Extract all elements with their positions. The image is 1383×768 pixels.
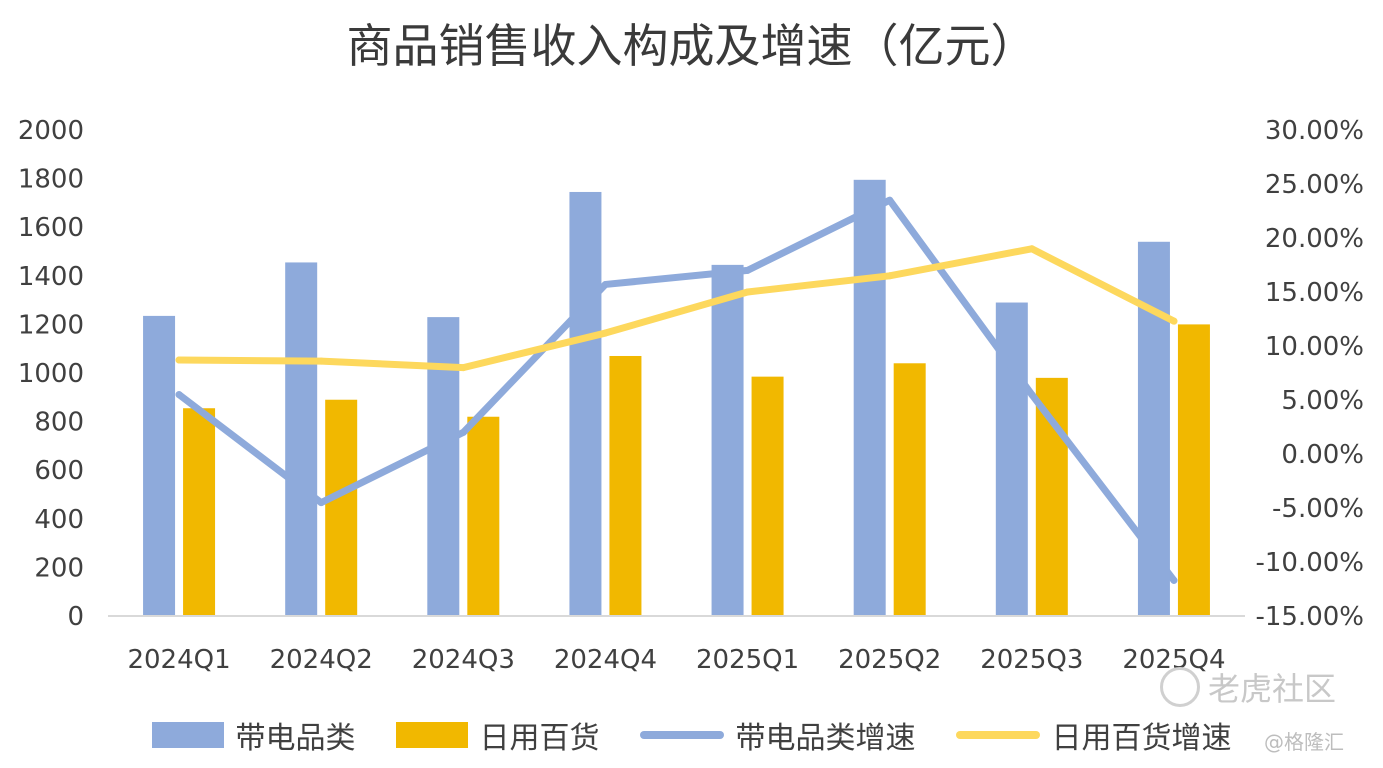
bar-2-2024Q2[interactable] [325,399,358,616]
chart-title: 商品销售收入构成及增速（亿元） [346,19,1037,73]
left-axis-tick-label: 0 [67,602,84,632]
right-axis-tick-label: 30.00% [1265,116,1364,146]
x-axis-tick-label: 2025Q3 [980,645,1083,675]
tiger-community-watermark: 老虎社区 [1160,664,1336,710]
bar-2-2025Q3[interactable] [1035,377,1068,616]
left-axis-tick-label: 1000 [18,359,84,389]
bar-2-2025Q2[interactable] [893,363,926,616]
legend-label-line-2: 日用百货增速 [1051,721,1232,756]
right-axis-tick-label: 0.00% [1281,440,1364,470]
legend-item-line-1[interactable]: 带电品类增速 [639,713,916,757]
bar-1-2024Q2[interactable] [285,262,318,616]
right-axis-tick-label: -15.00% [1255,602,1364,632]
left-axis-tick-label: 200 [34,553,84,583]
legend-item-bar-1[interactable]: 带电品类 [151,713,356,757]
left-axis-tick-label: 2000 [18,116,84,146]
legend-label-bar-1: 带电品类 [235,721,356,756]
line-1-point-2025Q3[interactable] [1028,391,1036,399]
bar-1-2024Q1[interactable] [143,315,176,616]
line-2-point-2025Q2[interactable] [886,272,894,280]
line-series [175,196,1178,584]
left-axis-tick-label: 1800 [18,165,84,195]
line-series-2[interactable] [175,245,1178,372]
bar-2-2024Q4[interactable] [609,355,642,616]
legend: 带电品类 日用百货 带电品类增速 日用百货增速 [0,710,1383,760]
right-axis-tick-label: 5.00% [1281,386,1364,416]
legend-label-line-1: 带电品类增速 [735,721,916,756]
line-1-point-2024Q2[interactable] [317,499,325,507]
line-1-point-2024Q1[interactable] [175,391,183,399]
x-axis-tick-label: 2025Q1 [696,645,799,675]
line-1-point-2025Q2[interactable] [886,196,894,204]
bar-1-2024Q3[interactable] [427,317,460,616]
line-series-1[interactable] [175,196,1178,584]
right-axis-tick-label: -10.00% [1255,548,1364,578]
left-axis-tick-label: 400 [34,505,84,535]
x-axis-tick-label: 2024Q3 [412,645,515,675]
line-2-point-2025Q4[interactable] [1170,317,1178,325]
line-2-point-2025Q3[interactable] [1028,245,1036,253]
legend-swatch-bar-2 [395,722,468,748]
line-2-point-2024Q2[interactable] [317,357,325,365]
line-1-point-2025Q4[interactable] [1170,576,1178,584]
bar-2-2024Q1[interactable] [183,408,216,616]
line-2-point-2024Q4[interactable] [601,329,609,337]
line-2-point-2024Q1[interactable] [175,356,183,364]
right-axis-tick-label: 15.00% [1265,278,1364,308]
right-axis-tick-label: 10.00% [1265,332,1364,362]
bar-series [143,179,1210,616]
line-1-point-2025Q1[interactable] [744,266,752,274]
legend-item-line-2[interactable]: 日用百货增速 [955,713,1232,757]
left-axis-tick-label: 600 [34,456,84,486]
bar-1-2025Q1[interactable] [711,264,744,616]
right-axis-tick-label: 25.00% [1265,170,1364,200]
bar-1-2024Q4[interactable] [569,191,602,616]
x-axis-tick-label: 2025Q2 [838,645,941,675]
tiger-watermark-text: 老虎社区 [1208,670,1337,708]
left-axis-ticks: 0 200 400 600 800 1000 1200 1400 1600 1800 2000 [18,116,84,632]
line-1-point-2024Q3[interactable] [459,428,467,436]
bar-2-2025Q1[interactable] [751,376,784,616]
line-2-point-2024Q3[interactable] [459,364,467,372]
x-axis-tick-label: 2024Q1 [127,645,230,675]
x-axis-tick-label: 2024Q4 [554,645,657,675]
bar-1-2025Q2[interactable] [853,179,886,616]
bar-2-2025Q4[interactable] [1177,324,1210,616]
line-1-point-2024Q4[interactable] [601,280,609,288]
tiger-logo-icon [1160,667,1200,707]
chart-plot: 0 200 400 600 800 1000 1200 1400 1600 1800 2000 -1… [18,116,1364,675]
x-axis-ticks: 2024Q1 2024Q2 2024Q3 2024Q4 2025Q1 2025Q2 2025… [127,645,1225,675]
x-axis-tick-label: 2024Q2 [270,645,373,675]
bar-2-2024Q3[interactable] [467,416,500,616]
left-axis-tick-label: 800 [34,408,84,438]
left-axis-tick-label: 1400 [18,262,84,292]
left-axis-tick-label: 1200 [18,310,84,340]
right-axis-tick-label: 20.00% [1265,224,1364,254]
left-axis-tick-label: 1600 [18,213,84,243]
legend-swatch-line-1 [639,731,724,739]
legend-swatch-bar-1 [151,722,224,748]
right-axis-tick-label: -5.00% [1272,494,1364,524]
line-2-point-2025Q1[interactable] [744,288,752,296]
gelonghui-watermark: @格隆汇 [1264,730,1344,754]
right-axis-ticks: -15.00% -10.00% -5.00% 0.00% 5.00% 10.00% 15.0… [1255,116,1364,632]
legend-item-bar-2[interactable]: 日用百货 [395,713,600,757]
legend-label-bar-2: 日用百货 [479,721,600,756]
legend-swatch-line-2 [955,731,1040,739]
